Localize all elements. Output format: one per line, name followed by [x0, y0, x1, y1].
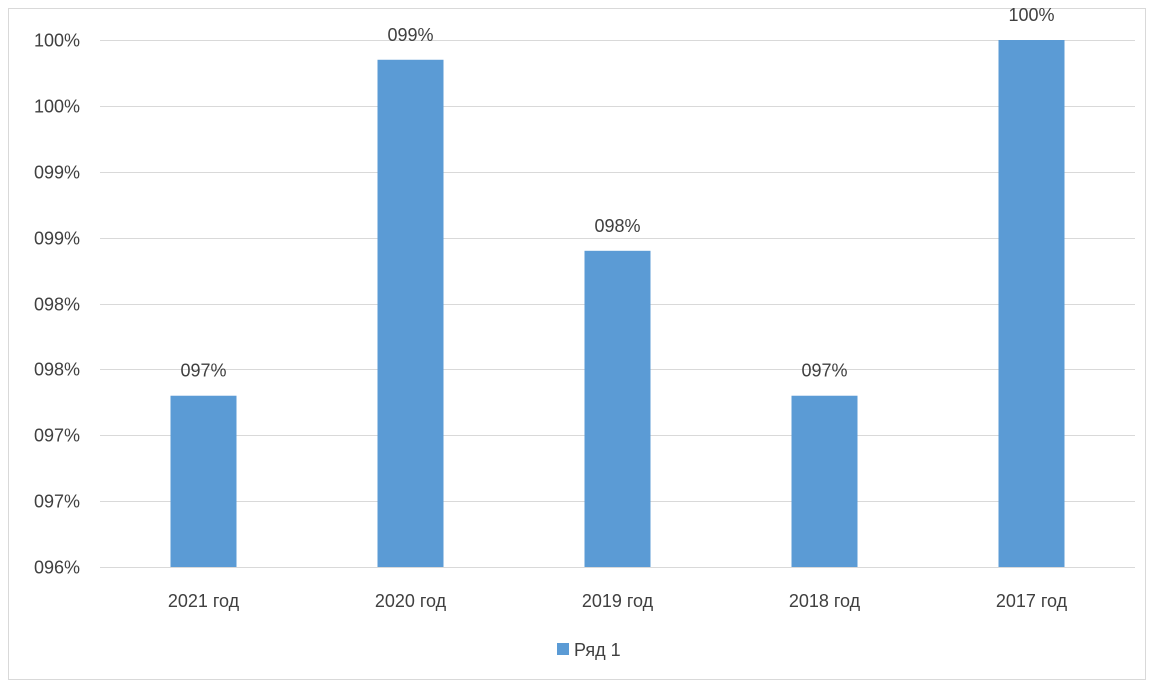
legend: Ряд 1	[557, 640, 621, 660]
data-label: 099%	[387, 25, 433, 45]
bar	[998, 40, 1065, 567]
x-tick-label: 2020 год	[375, 591, 447, 611]
bar	[791, 395, 858, 567]
legend-label: Ряд 1	[574, 640, 621, 660]
legend-swatch	[557, 643, 569, 655]
bar	[377, 59, 444, 567]
data-label: 098%	[594, 216, 640, 236]
x-axis-ticks: 2021 год 2020 год 2019 год 2018 год 2017 год	[168, 591, 1068, 611]
y-tick-label: 098%	[34, 360, 80, 380]
x-tick-label: 2021 год	[168, 591, 240, 611]
data-label: 100%	[1008, 5, 1054, 25]
x-tick-label: 2018 год	[789, 591, 861, 611]
bars	[170, 40, 1065, 568]
data-label: 097%	[180, 361, 226, 381]
bar	[170, 395, 237, 567]
data-label: 097%	[801, 361, 847, 381]
bar	[584, 250, 651, 568]
y-axis-ticks: 096% 097% 097% 098% 098% 099% 099% 100% 100%	[34, 31, 80, 578]
gridlines	[100, 40, 1135, 568]
y-tick-label: 096%	[34, 558, 80, 578]
y-tick-label: 098%	[34, 295, 80, 315]
y-tick-label: 099%	[34, 163, 80, 183]
y-tick-label: 100%	[34, 31, 80, 51]
y-tick-label: 097%	[34, 492, 80, 512]
y-tick-label: 100%	[34, 97, 80, 117]
x-tick-label: 2019 год	[582, 591, 654, 611]
data-labels: 097% 099% 098% 097% 100%	[180, 5, 1054, 381]
y-tick-label: 097%	[34, 426, 80, 446]
x-tick-label: 2017 год	[996, 591, 1068, 611]
y-tick-label: 099%	[34, 229, 80, 249]
